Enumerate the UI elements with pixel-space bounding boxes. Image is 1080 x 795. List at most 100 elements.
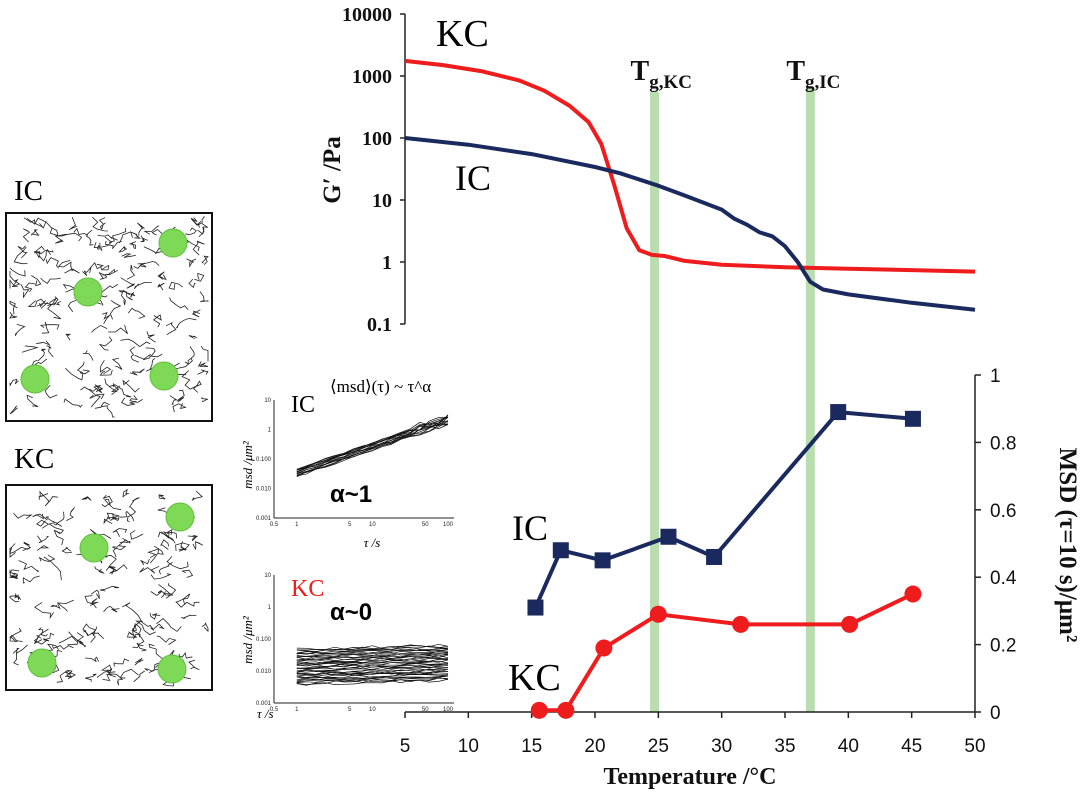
network-strand bbox=[111, 383, 120, 396]
msd-point-kc bbox=[557, 701, 575, 719]
network-strand bbox=[178, 652, 193, 659]
network-strand bbox=[111, 545, 127, 551]
network-strand bbox=[90, 632, 105, 643]
inset-kc-label: KC bbox=[291, 576, 324, 602]
x-tick-label: 50 bbox=[964, 736, 985, 757]
network-strand bbox=[175, 593, 191, 605]
network-strand bbox=[90, 393, 105, 408]
inset-kc-trace bbox=[296, 652, 449, 658]
network-strand bbox=[157, 271, 167, 281]
network-strand bbox=[143, 246, 165, 255]
kc-bead bbox=[165, 502, 195, 532]
msd-formula: ⟨msd⟩(τ) ~ τ^α bbox=[330, 377, 431, 396]
network-strand bbox=[26, 394, 39, 407]
network-strand bbox=[30, 229, 40, 236]
inset-ic-y-tick-label: 0.010 bbox=[256, 487, 272, 493]
network-strand bbox=[36, 340, 51, 346]
network-strand bbox=[175, 601, 200, 608]
kc-bead bbox=[157, 654, 187, 684]
network-strand bbox=[99, 585, 120, 592]
network-strand bbox=[73, 227, 93, 236]
g-prime-y-tick-label: 1 bbox=[382, 252, 392, 274]
schematic-kc-label: KC bbox=[14, 443, 54, 475]
network-strand bbox=[129, 368, 145, 376]
inset-ic-y-tick-label: 10 bbox=[264, 398, 271, 404]
network-strand bbox=[36, 519, 50, 529]
msd-point-ic bbox=[660, 528, 677, 545]
network-strand bbox=[46, 345, 54, 358]
network-strand bbox=[9, 543, 16, 558]
ic-bead bbox=[149, 361, 179, 391]
network-strand bbox=[176, 317, 197, 329]
top-ic-label: IC bbox=[455, 158, 491, 198]
inset-ic-trace bbox=[296, 420, 449, 477]
inset-kc-y-tick-label: 1 bbox=[268, 605, 272, 611]
network-strand bbox=[9, 627, 22, 642]
network-strand bbox=[12, 644, 28, 655]
network-strand bbox=[145, 347, 163, 358]
network-strand bbox=[100, 264, 110, 271]
network-strand bbox=[119, 231, 133, 244]
network-strand bbox=[128, 631, 137, 640]
network-strand bbox=[77, 640, 87, 648]
network-strand bbox=[84, 595, 97, 606]
network-strand bbox=[21, 345, 39, 353]
inset-kc-xlabel: τ /s bbox=[257, 706, 274, 721]
network-strand bbox=[188, 335, 197, 340]
network-strand bbox=[178, 541, 187, 551]
x-tick-label: 35 bbox=[774, 736, 795, 757]
network-strand bbox=[129, 395, 143, 403]
inset-kc-alpha: α~0 bbox=[330, 599, 372, 626]
network-strand bbox=[99, 369, 113, 376]
msd-series bbox=[527, 404, 922, 719]
inset-kc-trace bbox=[296, 658, 449, 664]
network-strand bbox=[57, 260, 72, 268]
network-strand bbox=[161, 531, 174, 541]
network-strand bbox=[122, 379, 140, 393]
network-strand bbox=[129, 497, 140, 508]
inset-ic-trace bbox=[296, 416, 449, 471]
network-strand bbox=[49, 297, 61, 306]
network-strand bbox=[61, 546, 73, 554]
network-strand bbox=[187, 535, 198, 542]
network-strand bbox=[112, 539, 129, 558]
inset-ic-trace bbox=[296, 416, 449, 473]
network-strand bbox=[184, 346, 195, 365]
schematic-ic-box bbox=[5, 212, 213, 422]
network-strand bbox=[113, 658, 130, 667]
network-strand bbox=[41, 321, 50, 334]
msd-point-kc bbox=[595, 639, 613, 657]
network-strand bbox=[10, 573, 19, 578]
network-strand bbox=[9, 569, 19, 579]
top-kc-label: KC bbox=[436, 13, 489, 55]
network-strand bbox=[192, 541, 204, 551]
network-strand bbox=[31, 275, 42, 287]
network-strand bbox=[56, 670, 72, 683]
msd-point-ic bbox=[527, 599, 544, 616]
network-strand bbox=[24, 282, 36, 293]
network-strand bbox=[45, 221, 59, 237]
network-strand bbox=[129, 346, 140, 363]
g-prime-y-tick-label: 100 bbox=[362, 128, 392, 150]
network-strand bbox=[191, 309, 201, 318]
network-strand bbox=[9, 300, 18, 315]
inset-kc-trace bbox=[296, 655, 449, 661]
network-strand bbox=[186, 258, 197, 268]
network-strand bbox=[58, 232, 83, 242]
inset-kc-y-tick-label: 0.100 bbox=[256, 637, 272, 643]
network-strand bbox=[22, 228, 31, 243]
network-strand bbox=[94, 566, 105, 574]
network-strand bbox=[64, 265, 80, 274]
network-strand bbox=[83, 626, 98, 637]
network-strand bbox=[34, 602, 54, 620]
inset-kc-trace bbox=[296, 677, 449, 685]
g-prime-y-tick-label: 10000 bbox=[342, 4, 392, 26]
inset-ic-x-tick-label: 100 bbox=[443, 522, 454, 528]
inset-kc-trace bbox=[296, 665, 449, 673]
network-strand bbox=[119, 668, 139, 679]
network-strand bbox=[90, 589, 100, 599]
network-strand bbox=[126, 506, 137, 522]
inset-kc-trace bbox=[296, 651, 449, 657]
network-strand bbox=[126, 623, 136, 638]
network-strand bbox=[169, 395, 181, 405]
